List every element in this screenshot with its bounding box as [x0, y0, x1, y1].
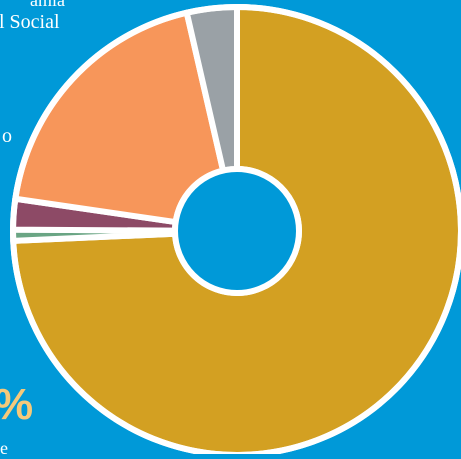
label-middle: o	[2, 125, 12, 147]
label-top-line2: l Social	[0, 11, 60, 33]
label-top-line1: amia	[30, 0, 65, 10]
donut-center-hole	[172, 166, 302, 296]
donut-outer-border	[10, 4, 461, 454]
percent-value: %	[0, 380, 33, 430]
label-bottom: e	[0, 438, 8, 458]
